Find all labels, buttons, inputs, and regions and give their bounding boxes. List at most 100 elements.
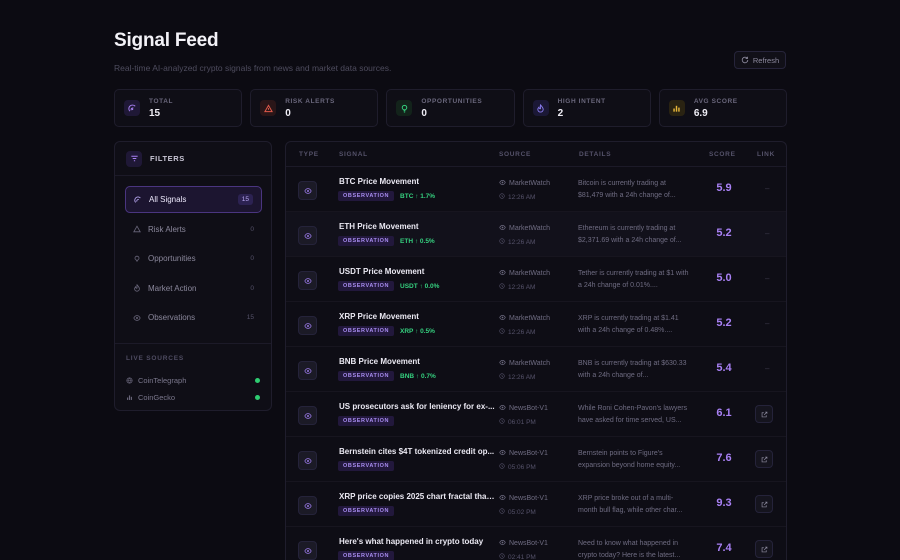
stat-value: 0 xyxy=(421,107,427,119)
table-row[interactable]: XRP price copies 2025 chart fractal that… xyxy=(286,482,786,527)
stat-value: 2 xyxy=(557,107,564,119)
no-link: – xyxy=(765,274,770,283)
time-value: 12:26 AM xyxy=(508,373,536,381)
flame-icon xyxy=(532,100,549,116)
time-value: 12:26 AM xyxy=(508,328,536,336)
signal-score: 5.2 xyxy=(716,227,732,239)
clock-icon xyxy=(499,238,505,246)
external-link-button[interactable] xyxy=(755,405,773,423)
eye-icon xyxy=(298,271,317,290)
lightbulb-icon xyxy=(134,255,140,261)
table-row[interactable]: ETH Price Movement OBSERVATION ETH ↑ 0.5% M… xyxy=(286,212,786,257)
eye-icon xyxy=(298,316,317,335)
eye-icon xyxy=(298,181,317,200)
eye-icon xyxy=(499,359,506,368)
signal-title: USDT Price Movement xyxy=(339,267,425,276)
table-row[interactable]: BNB Price Movement OBSERVATION BNB ↑ 0.7% M… xyxy=(286,347,786,392)
eye-icon xyxy=(499,179,506,188)
warning-icon xyxy=(133,225,141,233)
signal-time: 05:06 PM xyxy=(499,463,536,471)
signal-details: Need to know what happened in crypto tod… xyxy=(578,540,681,559)
clock-icon xyxy=(499,328,505,336)
signal-tags: OBSERVATION xyxy=(338,551,395,560)
signal-title: Here's what happened in crypto today xyxy=(339,537,484,546)
time-value: 05:06 PM xyxy=(508,463,536,471)
eye-icon xyxy=(298,361,317,380)
column-header-link: LINK xyxy=(757,150,775,158)
source-name: MarketWatch xyxy=(509,180,550,187)
signal-title: BTC Price Movement xyxy=(339,177,420,186)
refresh-label: Refresh xyxy=(752,55,780,65)
page-subtitle: Real-time AI-analyzed crypto signals fro… xyxy=(114,63,392,73)
live-sources-title: LIVE SOURCES xyxy=(126,355,184,362)
source-name: NewsBot-V1 xyxy=(509,405,548,412)
filters-title: FILTERS xyxy=(150,154,185,163)
column-header-details: DETAILS xyxy=(579,150,612,158)
filter-label: Market Action xyxy=(148,283,197,293)
column-header-score: SCORE xyxy=(709,150,736,158)
type-badge: OBSERVATION xyxy=(338,461,395,471)
signal-source: MarketWatch xyxy=(499,359,550,368)
eye-icon xyxy=(499,269,506,278)
signal-title: BNB Price Movement xyxy=(339,357,420,366)
stat-risk-alerts: RISK ALERTS 0 xyxy=(250,89,379,127)
source-name: MarketWatch xyxy=(509,270,550,277)
flame-icon xyxy=(134,284,140,292)
stat-opportunities: OPPORTUNITIES 0 xyxy=(386,89,515,127)
live-sources: LIVE SOURCES CoinTelegraph CoinGecko xyxy=(115,343,271,406)
type-badge: OBSERVATION xyxy=(338,506,395,516)
page-title: Signal Feed xyxy=(114,30,219,51)
column-header-source: SOURCE xyxy=(499,150,532,158)
filter-all-signals[interactable]: All Signals 15 xyxy=(125,186,262,213)
signal-tags: OBSERVATION BTC ↑ 1.7% xyxy=(338,191,435,201)
signal-time: 05:02 PM xyxy=(499,508,536,516)
bar-chart-icon xyxy=(668,100,685,116)
table-row[interactable]: Bernstein cites $4T tokenized credit op.… xyxy=(286,437,786,482)
filter-opportunities[interactable]: Opportunities 0 xyxy=(125,245,262,272)
signal-source: MarketWatch xyxy=(499,314,550,323)
table-row[interactable]: Here's what happened in crypto today OBSE… xyxy=(286,527,786,560)
table-row[interactable]: BTC Price Movement OBSERVATION BTC ↑ 1.7% M… xyxy=(286,167,786,212)
external-link-button[interactable] xyxy=(755,540,773,558)
table-row[interactable]: US prosecutors ask for leniency for ex-.… xyxy=(286,392,786,437)
time-value: 02:41 PM xyxy=(508,553,536,560)
stat-label: HIGH INTENT xyxy=(557,97,606,105)
filter-count: 0 xyxy=(250,255,254,262)
stat-avg-score: AVG SCORE 6.9 xyxy=(658,89,788,127)
signal-details: Bernstein points to Figure's expansion b… xyxy=(578,450,681,469)
signal-details: Tether is currently trading at $1 with a… xyxy=(578,270,689,289)
table-row[interactable]: XRP Price Movement OBSERVATION XRP ↑ 0.5% M… xyxy=(286,302,786,347)
stats-bar: TOTAL 15 RISK ALERTS 0 OPPORTUNITIES 0 HIGH… xyxy=(114,89,788,127)
signal-tags: OBSERVATION XRP ↑ 0.5% xyxy=(338,326,435,336)
type-badge: OBSERVATION xyxy=(338,326,395,336)
source-name: CoinGecko xyxy=(138,393,176,402)
signal-icon xyxy=(134,196,141,203)
eye-icon xyxy=(298,406,317,425)
table-row[interactable]: USDT Price Movement OBSERVATION USDT ↑ 0.0… xyxy=(286,257,786,302)
source-name: NewsBot-V1 xyxy=(509,540,548,547)
type-badge: OBSERVATION xyxy=(338,551,395,560)
filter-risk-alerts[interactable]: Risk Alerts 0 xyxy=(125,216,262,243)
eye-icon xyxy=(499,494,506,503)
eye-icon xyxy=(499,314,506,323)
external-link-icon xyxy=(761,495,768,513)
filter-market-action[interactable]: Market Action 0 xyxy=(125,275,262,302)
live-status-dot xyxy=(255,378,260,383)
filter-count: 0 xyxy=(250,284,254,292)
clock-icon xyxy=(499,463,505,471)
refresh-button[interactable]: Refresh xyxy=(734,51,786,69)
clock-icon xyxy=(499,508,505,516)
signal-score: 7.4 xyxy=(716,542,732,554)
table-body: BTC Price Movement OBSERVATION BTC ↑ 1.7% M… xyxy=(286,167,786,560)
filter-observations[interactable]: Observations 15 xyxy=(125,304,262,331)
time-value: 12:26 AM xyxy=(508,283,536,291)
source-name: CoinTelegraph xyxy=(138,376,187,385)
external-link-button[interactable] xyxy=(755,495,773,513)
stat-label: RISK ALERTS xyxy=(285,97,335,105)
eye-icon xyxy=(499,404,506,413)
source-name: NewsBot-V1 xyxy=(509,450,548,457)
signals-table: TYPE SIGNAL SOURCE DETAILS SCORE LINK BT… xyxy=(285,141,787,560)
source-cointelegraph: CoinTelegraph xyxy=(126,372,260,389)
signal-time: 12:26 AM xyxy=(499,328,535,336)
external-link-button[interactable] xyxy=(755,450,773,468)
